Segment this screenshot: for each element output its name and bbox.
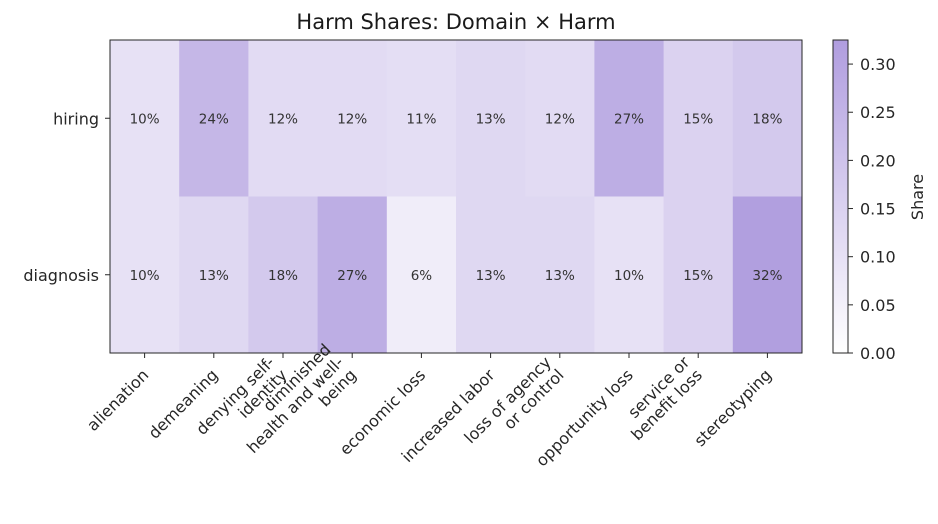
heatmap-cell: [386, 40, 457, 197]
colorbar-tick-label: 0.25: [860, 103, 896, 122]
heatmap-cell: [110, 40, 180, 197]
plot-frame: [109, 39, 803, 354]
cell-value-label: 27%: [337, 268, 367, 284]
cell-value-label: 6%: [411, 268, 433, 284]
colorbar-tick-label: 0.20: [860, 151, 896, 170]
colorbar-tick-label: 0.00: [860, 344, 896, 363]
heatmap-cell: [110, 196, 180, 354]
cell-value-label: 13%: [476, 111, 506, 127]
column-label-line: alienation: [83, 365, 152, 434]
heatmap-cell: [594, 40, 665, 197]
cell-value-label: 10%: [614, 268, 644, 284]
heatmap-cell: [594, 196, 665, 354]
cell-value-label: 15%: [683, 268, 713, 284]
heatmap-cell: [179, 40, 249, 197]
cell-value-label: 27%: [614, 111, 644, 127]
heatmap-cell: [663, 196, 734, 354]
cell-value-label: 13%: [199, 268, 229, 284]
colorbar-tick-label: 0.30: [860, 55, 896, 74]
row-label: hiring: [53, 109, 99, 128]
heatmap-cell: [663, 40, 734, 197]
cell-value-label: 12%: [545, 111, 575, 127]
heatmap-cell: [525, 40, 595, 197]
row-axis: hiring diagnosis: [23, 109, 110, 285]
heatmap-cell: [732, 40, 803, 197]
heatmap-cell: [179, 196, 249, 354]
cell-value-label: 24%: [199, 111, 229, 127]
cell-value-label: 18%: [752, 111, 782, 127]
heatmap-cell: [386, 196, 457, 354]
colorbar-tick-label: 0.05: [860, 296, 896, 315]
colorbar: [832, 39, 849, 354]
column-label: service orbenefit loss: [615, 352, 707, 444]
cell-value-label: 10%: [130, 268, 160, 284]
cell-value-label: 10%: [130, 111, 160, 127]
cell-value-label: 13%: [476, 268, 506, 284]
cell-value-label: 11%: [406, 111, 436, 127]
colorbar-label: Share: [908, 174, 927, 220]
cell-value-label: 13%: [545, 268, 575, 284]
heatmap-cells: 10% 24% 12% 12% 11% 13% 12% 27% 15% 18% 10% 13% 18% 2…: [110, 40, 803, 354]
heatmap-cell: [317, 40, 388, 197]
row-label: diagnosis: [23, 266, 99, 285]
colorbar-axis: 0.00 0.05 0.10 0.15 0.20 0.25 0.30: [848, 55, 896, 363]
heatmap-cell: [456, 40, 526, 197]
colorbar-tick-label: 0.15: [860, 200, 896, 219]
cell-value-label: 18%: [268, 268, 298, 284]
cell-value-label: 12%: [268, 111, 298, 127]
heatmap-cell: [525, 196, 595, 354]
heatmap-cell: [732, 196, 803, 354]
colorbar-tick-label: 0.10: [860, 248, 896, 267]
heatmap-cell: [248, 196, 319, 354]
cell-value-label: 32%: [752, 268, 782, 284]
chart-title: Harm Shares: Domain × Harm: [296, 10, 615, 34]
cell-value-label: 15%: [683, 111, 713, 127]
column-label: alienation: [83, 365, 152, 434]
cell-value-label: 12%: [337, 111, 367, 127]
heatmap-cell: [456, 196, 526, 354]
heatmap-cell: [248, 40, 319, 197]
heatmap-cell: [317, 196, 388, 354]
